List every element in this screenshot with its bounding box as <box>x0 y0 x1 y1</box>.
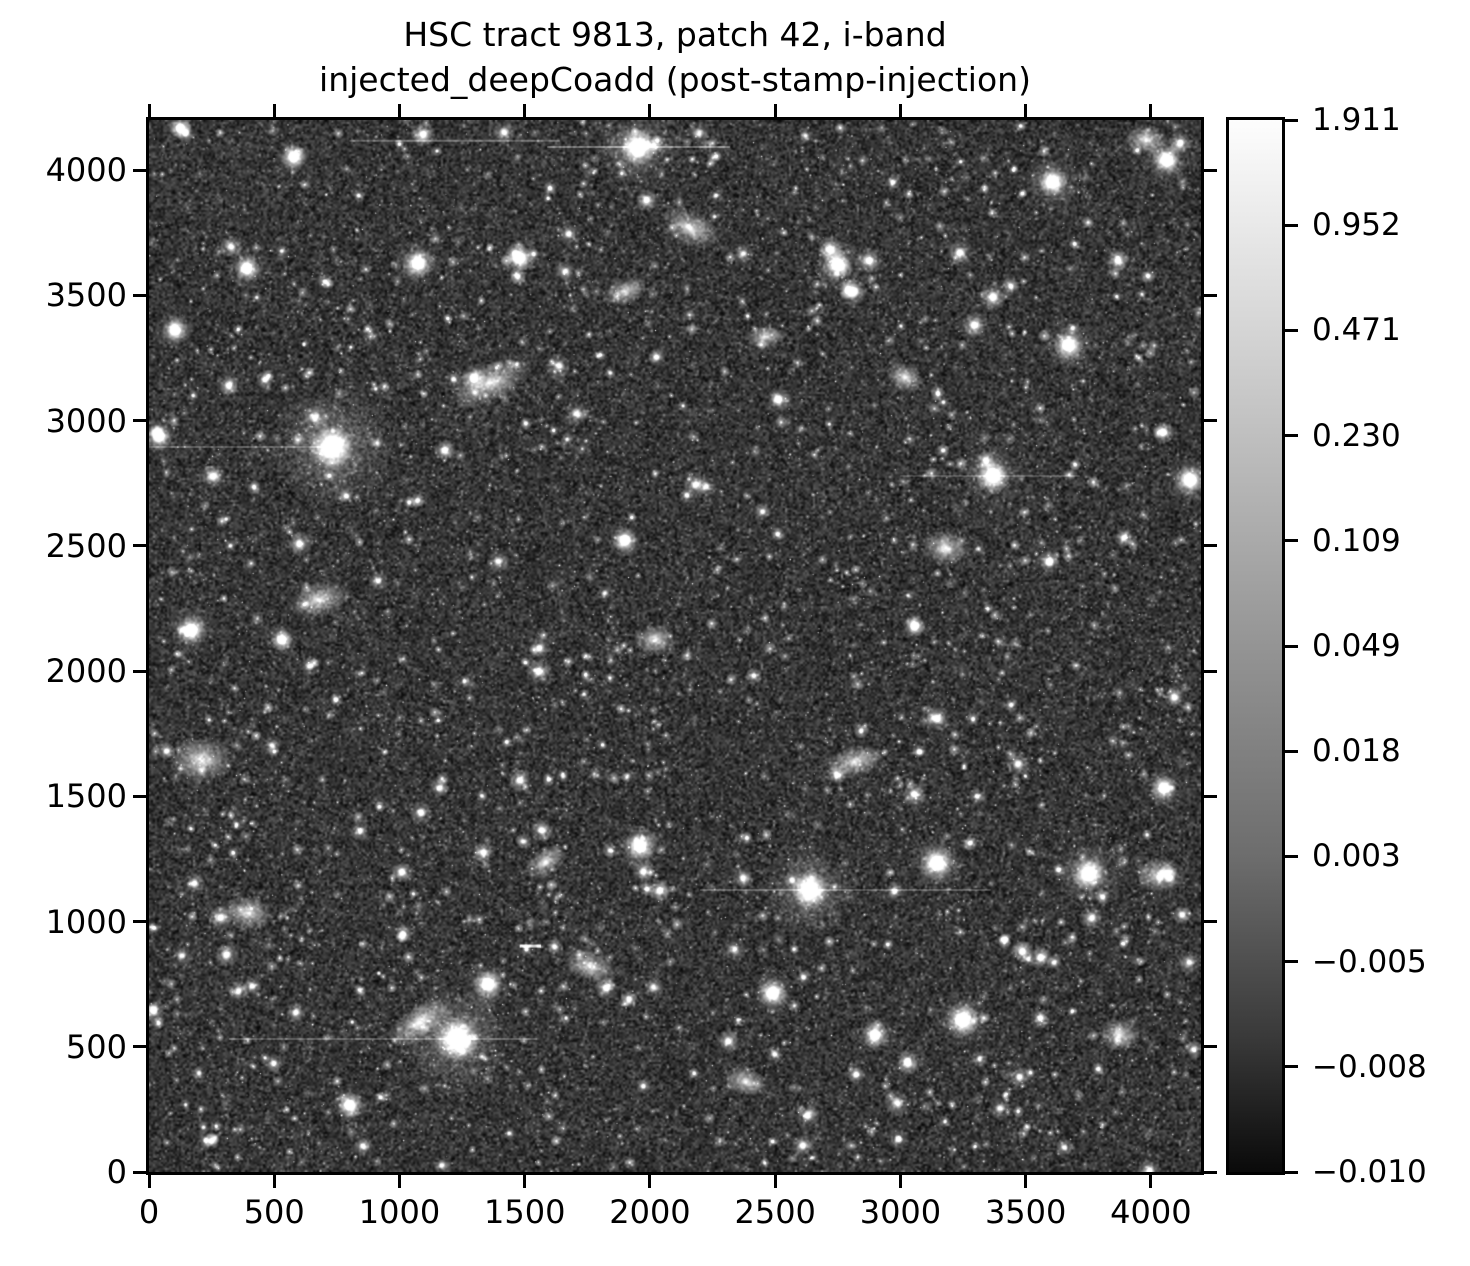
y-tick-left <box>133 794 146 798</box>
y-tick-right <box>1204 1170 1217 1174</box>
x-tick-bottom <box>648 1175 652 1188</box>
colorbar-tick <box>1285 223 1298 227</box>
x-tick-label: 2000 <box>609 1193 691 1231</box>
x-tick-top <box>272 104 276 117</box>
x-tick-label: 3500 <box>984 1193 1067 1231</box>
y-tick-label: 500 <box>65 1027 127 1066</box>
colorbar-tick-label: 0.049 <box>1312 628 1401 664</box>
x-tick-label: 1000 <box>358 1193 441 1231</box>
colorbar-tick-label: 0.471 <box>1312 312 1401 349</box>
colorbar-tick-label: 0.952 <box>1312 207 1401 244</box>
image-axes <box>146 117 1204 1175</box>
y-tick-label: 3000 <box>45 401 127 440</box>
x-tick-bottom <box>1149 1175 1153 1188</box>
x-tick-top <box>1149 104 1153 117</box>
colorbar <box>1226 117 1285 1175</box>
y-tick-right <box>1204 168 1217 172</box>
y-tick-right <box>1204 920 1217 924</box>
plot-title: HSC tract 9813, patch 42, i-band injecte… <box>146 12 1204 102</box>
colorbar-tick-label: 0.230 <box>1312 417 1401 454</box>
x-tick-label: 4000 <box>1110 1193 1192 1231</box>
x-tick-top <box>898 104 902 117</box>
y-tick-right <box>1204 669 1217 673</box>
colorbar-tick <box>1285 328 1298 332</box>
x-tick-bottom <box>147 1175 151 1188</box>
colorbar-tick-label: 1.911 <box>1312 102 1401 138</box>
y-tick-left <box>133 669 146 673</box>
colorbar-tick <box>1285 1065 1298 1069</box>
colorbar-gradient <box>1229 120 1282 1172</box>
x-tick-top <box>648 104 652 117</box>
x-tick-bottom <box>272 1175 276 1188</box>
y-tick-left <box>133 920 146 924</box>
y-tick-label: 3500 <box>45 276 127 315</box>
y-tick-label: 1000 <box>45 902 127 941</box>
y-tick-left <box>133 1045 146 1049</box>
y-tick-right <box>1204 794 1217 798</box>
y-tick-right <box>1204 419 1217 423</box>
colorbar-tick-label: 0.003 <box>1312 838 1401 875</box>
y-tick-left <box>133 293 146 297</box>
starfield-image <box>149 120 1201 1172</box>
y-tick-left <box>133 1170 146 1174</box>
y-tick-label: 2500 <box>45 526 127 565</box>
x-tick-label: 2500 <box>734 1193 816 1231</box>
x-tick-top <box>147 104 151 117</box>
colorbar-tick <box>1285 644 1298 648</box>
plot-title-line2: injected_deepCoadd (post-stamp-injection… <box>319 60 1031 99</box>
x-tick-label: 500 <box>243 1193 305 1231</box>
x-tick-top <box>773 104 777 117</box>
plot-title-line1: HSC tract 9813, patch 42, i-band <box>403 15 947 54</box>
y-tick-right <box>1204 293 1217 297</box>
colorbar-tick-label: 0.109 <box>1312 522 1401 559</box>
y-tick-label: 0 <box>106 1153 127 1191</box>
colorbar-tick <box>1285 118 1298 122</box>
x-tick-bottom <box>397 1175 401 1188</box>
y-tick-label: 4000 <box>45 151 127 190</box>
colorbar-tick <box>1285 434 1298 438</box>
colorbar-tick-label: −0.010 <box>1312 1154 1427 1190</box>
x-tick-bottom <box>773 1175 777 1188</box>
x-tick-label: 0 <box>138 1193 160 1231</box>
x-tick-bottom <box>523 1175 527 1188</box>
colorbar-tick <box>1285 749 1298 753</box>
colorbar-tick <box>1285 854 1298 858</box>
x-tick-label: 1500 <box>483 1193 566 1231</box>
y-tick-left <box>133 544 146 548</box>
x-tick-bottom <box>898 1175 902 1188</box>
x-tick-top <box>523 104 527 117</box>
y-tick-label: 1500 <box>45 777 127 816</box>
y-tick-left <box>133 168 146 172</box>
x-tick-top <box>397 104 401 117</box>
colorbar-tick-label: −0.005 <box>1312 943 1427 980</box>
y-tick-left <box>133 419 146 423</box>
colorbar-tick <box>1285 1170 1298 1174</box>
colorbar-tick-label: −0.008 <box>1312 1048 1427 1085</box>
x-tick-label: 3000 <box>859 1193 942 1231</box>
x-tick-top <box>1024 104 1028 117</box>
colorbar-tick <box>1285 960 1298 964</box>
colorbar-tick-label: 0.018 <box>1312 733 1401 770</box>
y-tick-right <box>1204 1045 1217 1049</box>
y-tick-right <box>1204 544 1217 548</box>
x-tick-bottom <box>1024 1175 1028 1188</box>
y-tick-label: 2000 <box>45 652 127 691</box>
colorbar-tick <box>1285 539 1298 543</box>
